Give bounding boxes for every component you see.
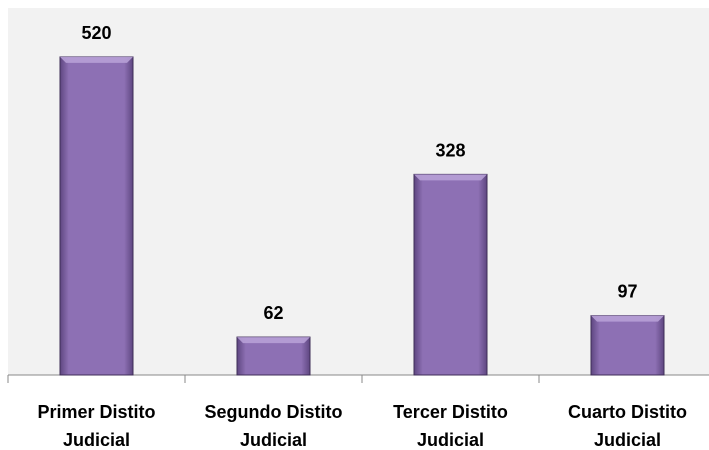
value-label: 520 [81,23,111,43]
x-tick-label: Tercer Distito Judicial [393,402,508,450]
bar-bevel [237,337,310,344]
x-tick-label: Segundo Distito Judicial [204,402,343,450]
x-tick-label: Cuarto Distito Judicial [568,402,687,450]
bar [59,56,134,376]
value-label: 97 [617,282,637,302]
bar [590,315,665,376]
bar-bevel [591,315,664,322]
value-label: 328 [435,140,465,160]
bar-bevel [414,174,487,181]
bar [236,336,311,376]
bar-bevel [60,56,133,63]
x-tick-label: Primer Distito Judicial [37,402,156,450]
value-label: 62 [263,303,283,323]
bar [413,173,488,376]
